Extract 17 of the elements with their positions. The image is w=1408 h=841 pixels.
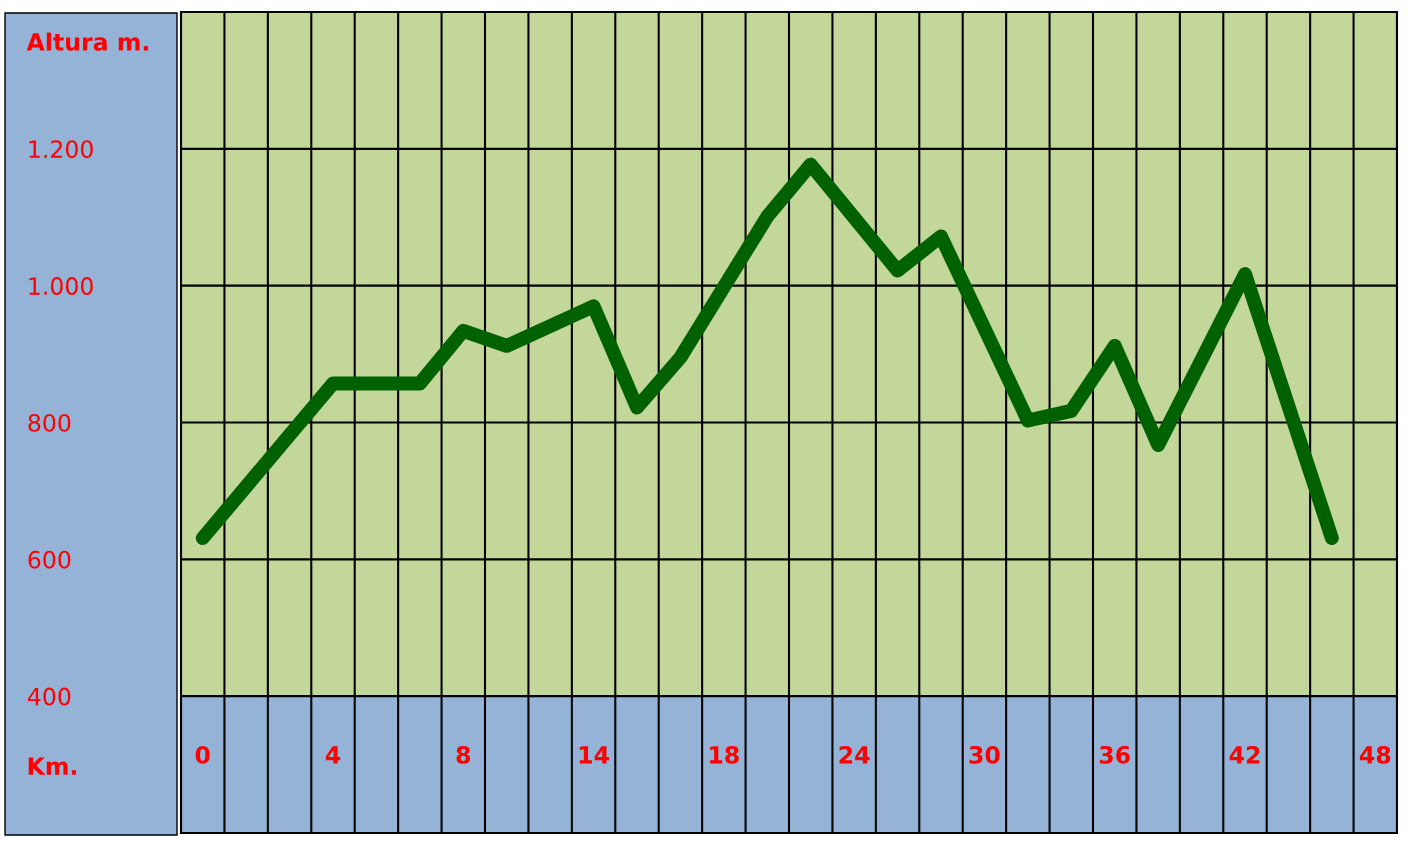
x-tick-label: 8	[456, 745, 471, 764]
x-tick-label: 48	[1359, 745, 1391, 764]
x-axis-title: Km.	[28, 757, 77, 775]
y-axis-title: Altura m.	[26, 32, 148, 51]
x-tick-label: 36	[1099, 745, 1130, 764]
x-tick-label: 30	[969, 745, 1000, 764]
x-tick-label: 4	[325, 746, 341, 764]
x-tick-label: 24	[839, 745, 870, 764]
x-tick-label: 0	[195, 745, 210, 764]
y-tick-label: 1.200	[29, 140, 93, 159]
x-tick-label: 42	[1229, 745, 1260, 764]
y-tick-label: 800	[28, 413, 71, 432]
y-tick-label: 600	[28, 550, 71, 569]
y-tick-label: 400	[27, 687, 71, 706]
x-tick-label: 18	[710, 745, 739, 764]
y-tick-label: 1.000	[29, 277, 93, 295]
x-tick-label: 14	[579, 746, 609, 764]
